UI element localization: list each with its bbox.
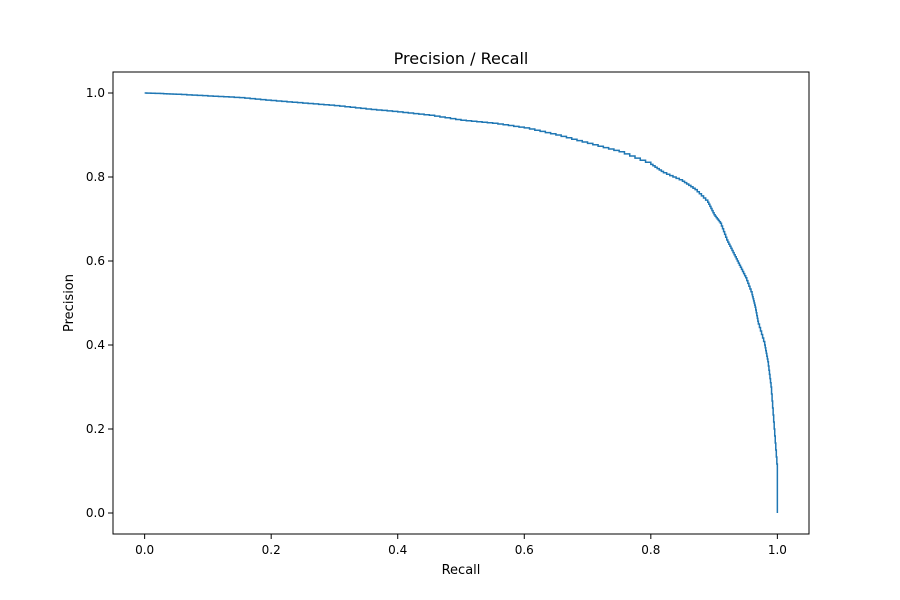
y-tick-label: 0.2	[86, 422, 105, 436]
y-tick-label: 0.0	[86, 506, 105, 520]
plot-frame	[112, 71, 810, 535]
x-tick-label: 0.8	[641, 543, 660, 557]
y-tick-label: 0.4	[86, 338, 105, 352]
series-layer	[144, 92, 779, 513]
x-tick-label: 0.2	[262, 543, 281, 557]
x-tick-label: 0.6	[515, 543, 534, 557]
y-tick-label: 0.6	[86, 254, 105, 268]
x-tick-label: 0.4	[388, 543, 407, 557]
x-axis-ticks: 0.0 0.2 0.4 0.6 0.8 1.0	[135, 534, 787, 557]
x-axis-label: Recall	[442, 563, 481, 578]
y-axis-ticks: 0.0 0.2 0.4 0.6 0.8 1.0	[86, 86, 113, 520]
y-tick-label: 0.8	[86, 170, 105, 184]
y-tick-label: 1.0	[86, 86, 105, 100]
precision-recall-line	[144, 92, 779, 513]
chart-title: Precision / Recall	[394, 49, 529, 68]
x-tick-label: 0.0	[135, 543, 154, 557]
x-tick-label: 1.0	[768, 543, 787, 557]
y-axis-label: Precision	[62, 274, 77, 332]
